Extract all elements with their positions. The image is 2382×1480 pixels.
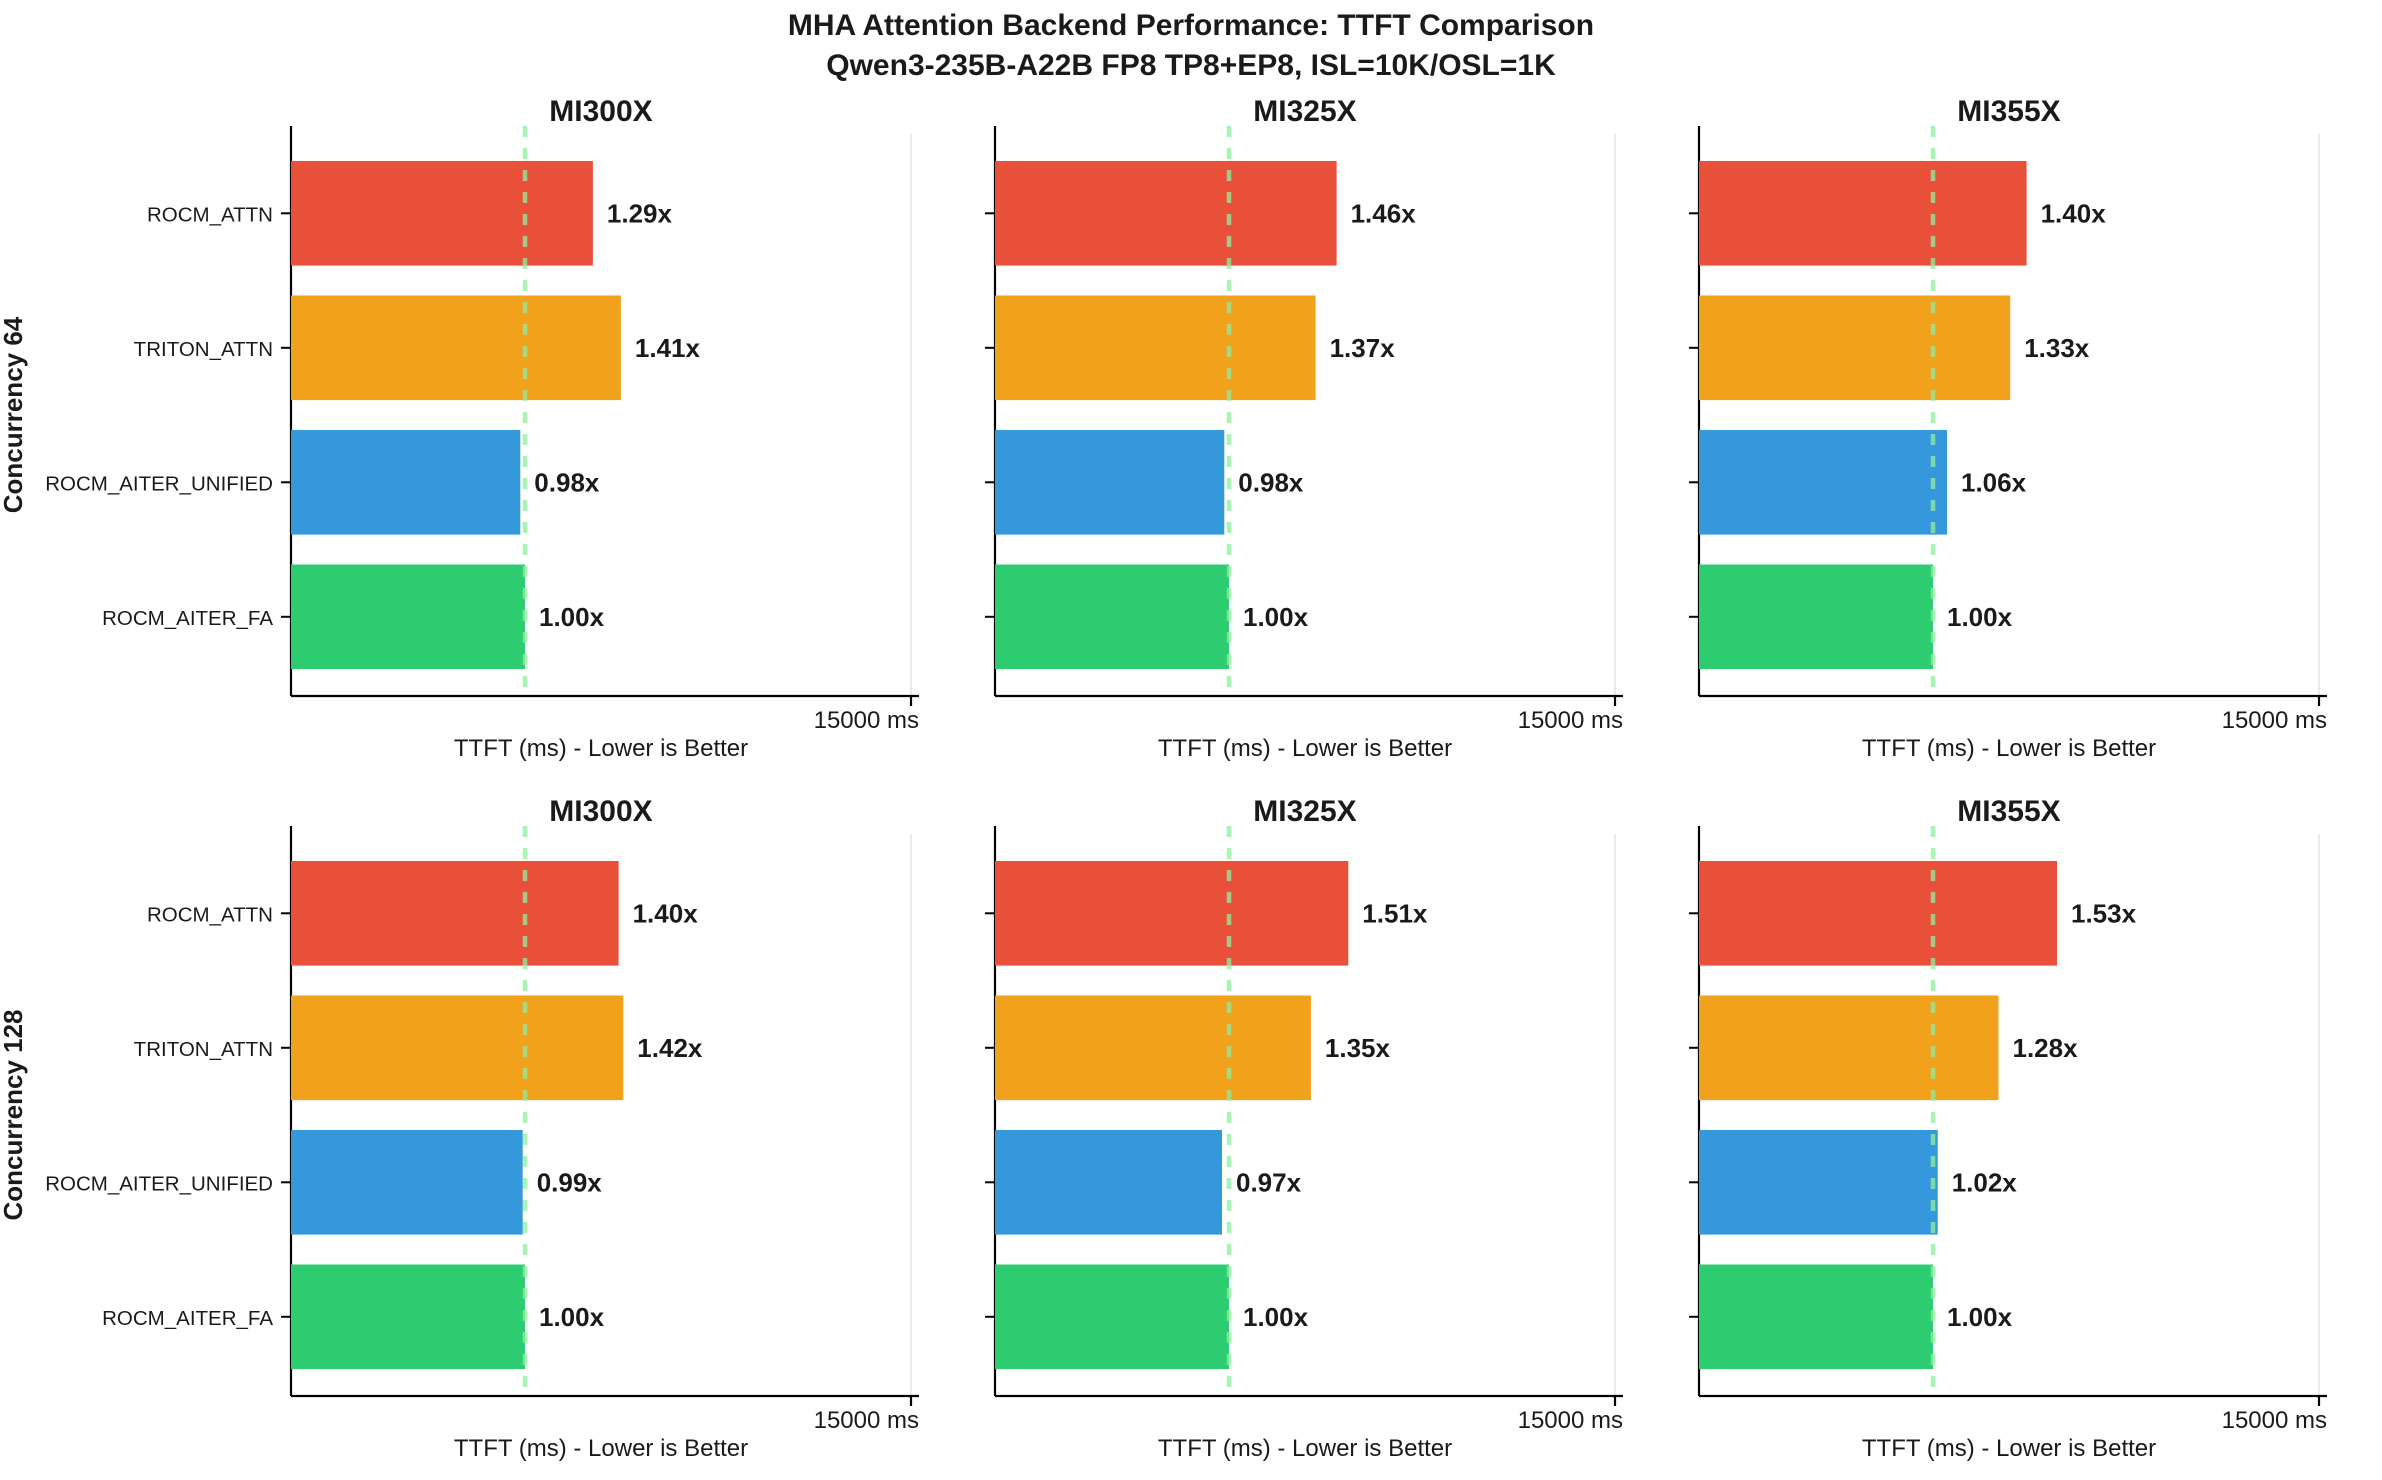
svg-text:MI355X: MI355X	[1957, 795, 2060, 828]
svg-text:1.06x: 1.06x	[1961, 467, 2027, 497]
svg-text:1.29x: 1.29x	[607, 198, 673, 228]
svg-text:TTFT (ms) - Lower is Better: TTFT (ms) - Lower is Better	[1862, 735, 2156, 762]
svg-text:TRITON_ATTN: TRITON_ATTN	[134, 1038, 273, 1061]
svg-text:0.97x: 0.97x	[1236, 1167, 1302, 1197]
svg-text:1.53x: 1.53x	[2071, 898, 2137, 928]
svg-text:1.33x: 1.33x	[2024, 333, 2090, 363]
svg-text:TTFT (ms) - Lower is Better: TTFT (ms) - Lower is Better	[1862, 1435, 2156, 1462]
svg-text:ROCM_ATTN: ROCM_ATTN	[147, 203, 273, 226]
svg-text:ROCM_AITER_UNIFIED: ROCM_AITER_UNIFIED	[45, 472, 273, 495]
svg-text:MI300X: MI300X	[549, 795, 652, 828]
svg-text:1.28x: 1.28x	[2013, 1033, 2079, 1063]
svg-text:15000 ms: 15000 ms	[2222, 707, 2327, 734]
svg-text:1.41x: 1.41x	[635, 333, 701, 363]
svg-text:MI300X: MI300X	[549, 95, 652, 128]
svg-text:1.40x: 1.40x	[633, 898, 699, 928]
svg-text:0.99x: 0.99x	[537, 1167, 603, 1197]
svg-text:1.51x: 1.51x	[1362, 898, 1428, 928]
svg-text:1.00x: 1.00x	[539, 1302, 605, 1332]
svg-text:0.98x: 0.98x	[1238, 467, 1304, 497]
svg-text:ROCM_AITER_FA: ROCM_AITER_FA	[102, 1307, 273, 1330]
svg-text:15000 ms: 15000 ms	[1518, 1407, 1623, 1434]
svg-text:MI325X: MI325X	[1253, 95, 1356, 128]
svg-text:TTFT (ms) - Lower is Better: TTFT (ms) - Lower is Better	[1158, 735, 1452, 762]
svg-text:1.35x: 1.35x	[1325, 1033, 1391, 1063]
svg-text:MI355X: MI355X	[1957, 95, 2060, 128]
svg-text:TRITON_ATTN: TRITON_ATTN	[134, 338, 273, 361]
svg-text:1.00x: 1.00x	[1947, 1302, 2013, 1332]
svg-text:1.42x: 1.42x	[637, 1033, 703, 1063]
svg-text:1.00x: 1.00x	[1243, 602, 1309, 632]
svg-text:TTFT (ms) - Lower is Better: TTFT (ms) - Lower is Better	[1158, 1435, 1452, 1462]
svg-text:15000 ms: 15000 ms	[1518, 707, 1623, 734]
svg-text:1.00x: 1.00x	[539, 602, 605, 632]
svg-text:1.37x: 1.37x	[1330, 333, 1396, 363]
svg-text:Concurrency 128: Concurrency 128	[0, 1010, 28, 1221]
svg-text:MI325X: MI325X	[1253, 795, 1356, 828]
svg-text:15000 ms: 15000 ms	[814, 707, 919, 734]
svg-text:Concurrency 64: Concurrency 64	[0, 316, 28, 513]
svg-text:15000 ms: 15000 ms	[2222, 1407, 2327, 1434]
svg-text:TTFT (ms) - Lower is Better: TTFT (ms) - Lower is Better	[454, 1435, 748, 1462]
svg-text:ROCM_AITER_FA: ROCM_AITER_FA	[102, 607, 273, 630]
svg-text:ROCM_AITER_UNIFIED: ROCM_AITER_UNIFIED	[45, 1172, 273, 1195]
svg-text:ROCM_ATTN: ROCM_ATTN	[147, 903, 273, 926]
svg-text:15000 ms: 15000 ms	[814, 1407, 919, 1434]
svg-text:1.46x: 1.46x	[1351, 198, 1417, 228]
svg-text:1.40x: 1.40x	[2041, 198, 2107, 228]
svg-text:1.00x: 1.00x	[1243, 1302, 1309, 1332]
svg-text:0.98x: 0.98x	[534, 467, 600, 497]
svg-text:TTFT (ms) - Lower is Better: TTFT (ms) - Lower is Better	[454, 735, 748, 762]
svg-text:1.00x: 1.00x	[1947, 602, 2013, 632]
svg-text:1.02x: 1.02x	[1952, 1167, 2018, 1197]
